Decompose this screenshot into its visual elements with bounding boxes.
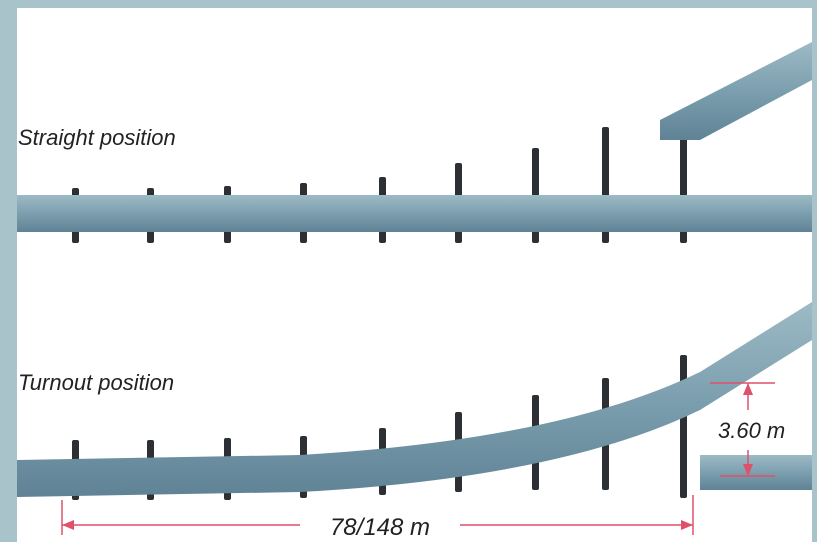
label: Turnout position: [18, 370, 174, 395]
length-label: 78/148 m: [330, 514, 430, 541]
right-beam: [700, 455, 812, 490]
pier: [680, 355, 687, 498]
page: Straight position Turnout position 78/14…: [0, 0, 817, 542]
offset-label: 3.60 m: [718, 418, 785, 443]
diagram: Straight position Turnout position 78/14…: [0, 0, 817, 542]
label: Straight position: [18, 125, 176, 150]
straight-beam: [17, 195, 812, 232]
